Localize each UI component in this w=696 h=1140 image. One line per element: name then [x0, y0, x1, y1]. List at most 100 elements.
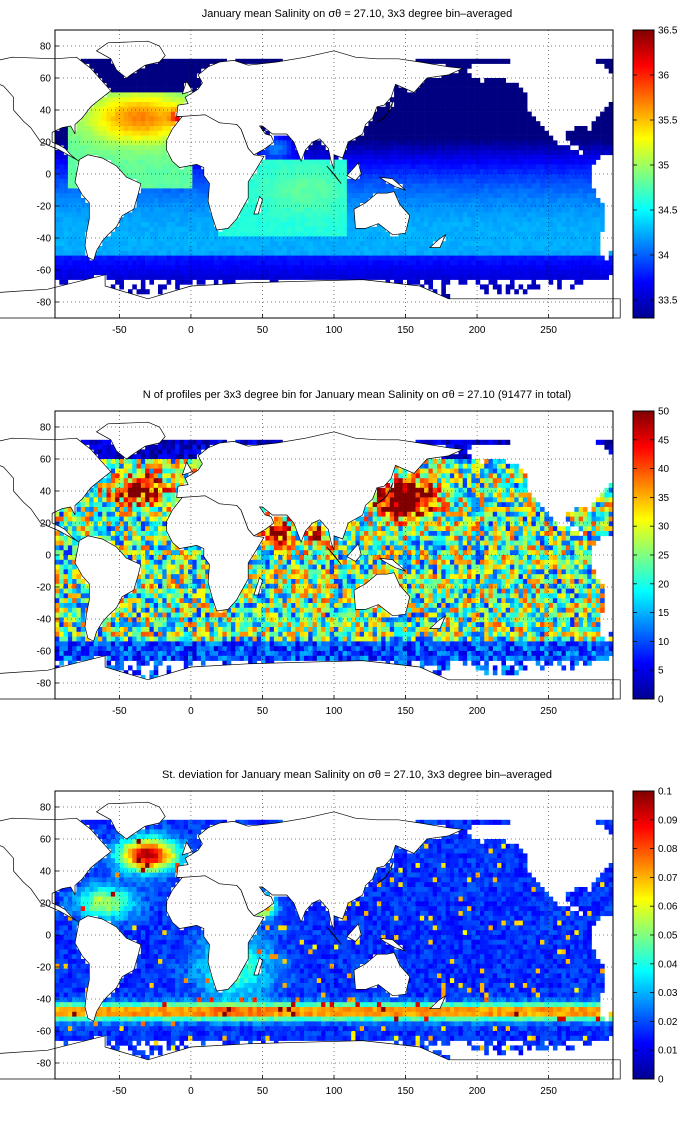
heatmap-cell — [368, 274, 373, 280]
heatmap-cell — [402, 178, 408, 184]
heatmap-cell — [582, 164, 588, 170]
heatmap-cell — [106, 78, 112, 84]
heatmap-cell — [467, 473, 472, 479]
heatmap-cell — [582, 135, 588, 141]
heatmap-cell — [183, 241, 189, 247]
heatmap-cell — [544, 226, 549, 232]
heatmap-cell — [505, 284, 511, 290]
heatmap-cell — [162, 145, 167, 151]
heatmap-cell — [97, 102, 103, 108]
heatmap-cell — [325, 207, 331, 213]
heatmap-cell — [488, 97, 494, 103]
heatmap-cell — [278, 183, 283, 189]
heatmap-cell — [188, 78, 193, 84]
heatmap-cell — [406, 169, 412, 175]
heatmap-cell — [72, 226, 77, 232]
heatmap-cell — [149, 202, 155, 208]
heatmap-cell — [540, 154, 545, 160]
heatmap-cell — [175, 82, 180, 88]
heatmap-cell — [132, 97, 137, 103]
heatmap-cell — [454, 478, 459, 484]
heatmap-cell — [471, 145, 476, 151]
heatmap-cell — [406, 116, 412, 122]
heatmap-cell — [557, 169, 562, 175]
heatmap-cell — [449, 483, 455, 489]
heatmap-cell — [145, 145, 150, 151]
heatmap-cell — [364, 255, 369, 261]
heatmap-cell — [102, 478, 107, 484]
heatmap-cell — [527, 169, 532, 175]
heatmap-cell — [398, 468, 403, 474]
heatmap-cell — [351, 198, 356, 204]
heatmap-cell — [574, 236, 579, 242]
heatmap-cell — [166, 260, 172, 266]
heatmap-cell — [119, 154, 124, 160]
heatmap-cell — [334, 250, 339, 256]
heatmap-cell — [475, 473, 481, 479]
heatmap-cell — [338, 231, 343, 237]
heatmap-cell — [449, 487, 455, 493]
heatmap-cell — [269, 255, 275, 261]
heatmap-cell — [286, 260, 292, 266]
heatmap-cell — [63, 183, 69, 189]
heatmap-cell — [600, 116, 605, 122]
heatmap-cell — [261, 250, 266, 256]
heatmap-cell — [85, 439, 90, 445]
heatmap-cell — [600, 507, 605, 513]
heatmap-cell — [153, 126, 159, 132]
heatmap-cell — [497, 222, 502, 228]
heatmap-cell — [488, 483, 494, 489]
heatmap-cell — [218, 255, 223, 261]
heatmap-cell — [557, 193, 562, 199]
heatmap-cell — [467, 63, 472, 69]
heatmap-cell — [402, 145, 408, 151]
heatmap-cell — [282, 169, 288, 175]
heatmap-cell — [252, 207, 258, 213]
heatmap-cell — [467, 236, 472, 242]
heatmap-cell — [183, 164, 189, 170]
heatmap-cell — [492, 212, 498, 218]
heatmap-cell — [248, 58, 253, 64]
heatmap-cell — [514, 121, 519, 127]
heatmap-cell — [338, 274, 343, 280]
heatmap-cell — [213, 279, 219, 285]
heatmap-cell — [321, 188, 326, 194]
heatmap-cell — [488, 260, 494, 266]
heatmap-cell — [239, 217, 245, 223]
heatmap-cell — [256, 226, 262, 232]
heatmap-cell — [295, 265, 300, 271]
heatmap-cell — [514, 255, 519, 261]
heatmap-cell — [321, 265, 326, 271]
heatmap-cell — [67, 130, 73, 136]
heatmap-cell — [355, 274, 361, 280]
heatmap-cell — [136, 150, 142, 156]
heatmap-cell — [398, 159, 403, 165]
heatmap-cell — [540, 164, 545, 170]
heatmap-cell — [158, 193, 163, 199]
heatmap-cell — [127, 82, 133, 88]
heatmap-cell — [196, 217, 202, 223]
heatmap-cell — [149, 260, 155, 266]
heatmap-cell — [492, 260, 498, 266]
heatmap-cell — [140, 473, 146, 479]
heatmap-cell — [153, 260, 159, 266]
heatmap-cell — [368, 130, 373, 136]
heatmap-cell — [93, 116, 99, 122]
heatmap-cell — [364, 260, 369, 266]
heatmap-cell — [475, 231, 481, 237]
heatmap-cell — [527, 130, 532, 136]
heatmap-cell — [406, 260, 412, 266]
heatmap-cell — [462, 178, 468, 184]
heatmap-cell — [462, 270, 468, 276]
heatmap-cell — [248, 226, 253, 232]
heatmap-cell — [531, 274, 537, 280]
heatmap-cell — [467, 82, 472, 88]
heatmap-cell — [467, 92, 472, 98]
heatmap-cell — [608, 130, 614, 136]
heatmap-cell — [119, 116, 124, 122]
heatmap-cell — [488, 265, 494, 271]
heatmap-cell — [278, 178, 283, 184]
heatmap-cell — [140, 145, 146, 151]
heatmap-cell — [441, 507, 446, 513]
heatmap-cell — [359, 183, 365, 189]
